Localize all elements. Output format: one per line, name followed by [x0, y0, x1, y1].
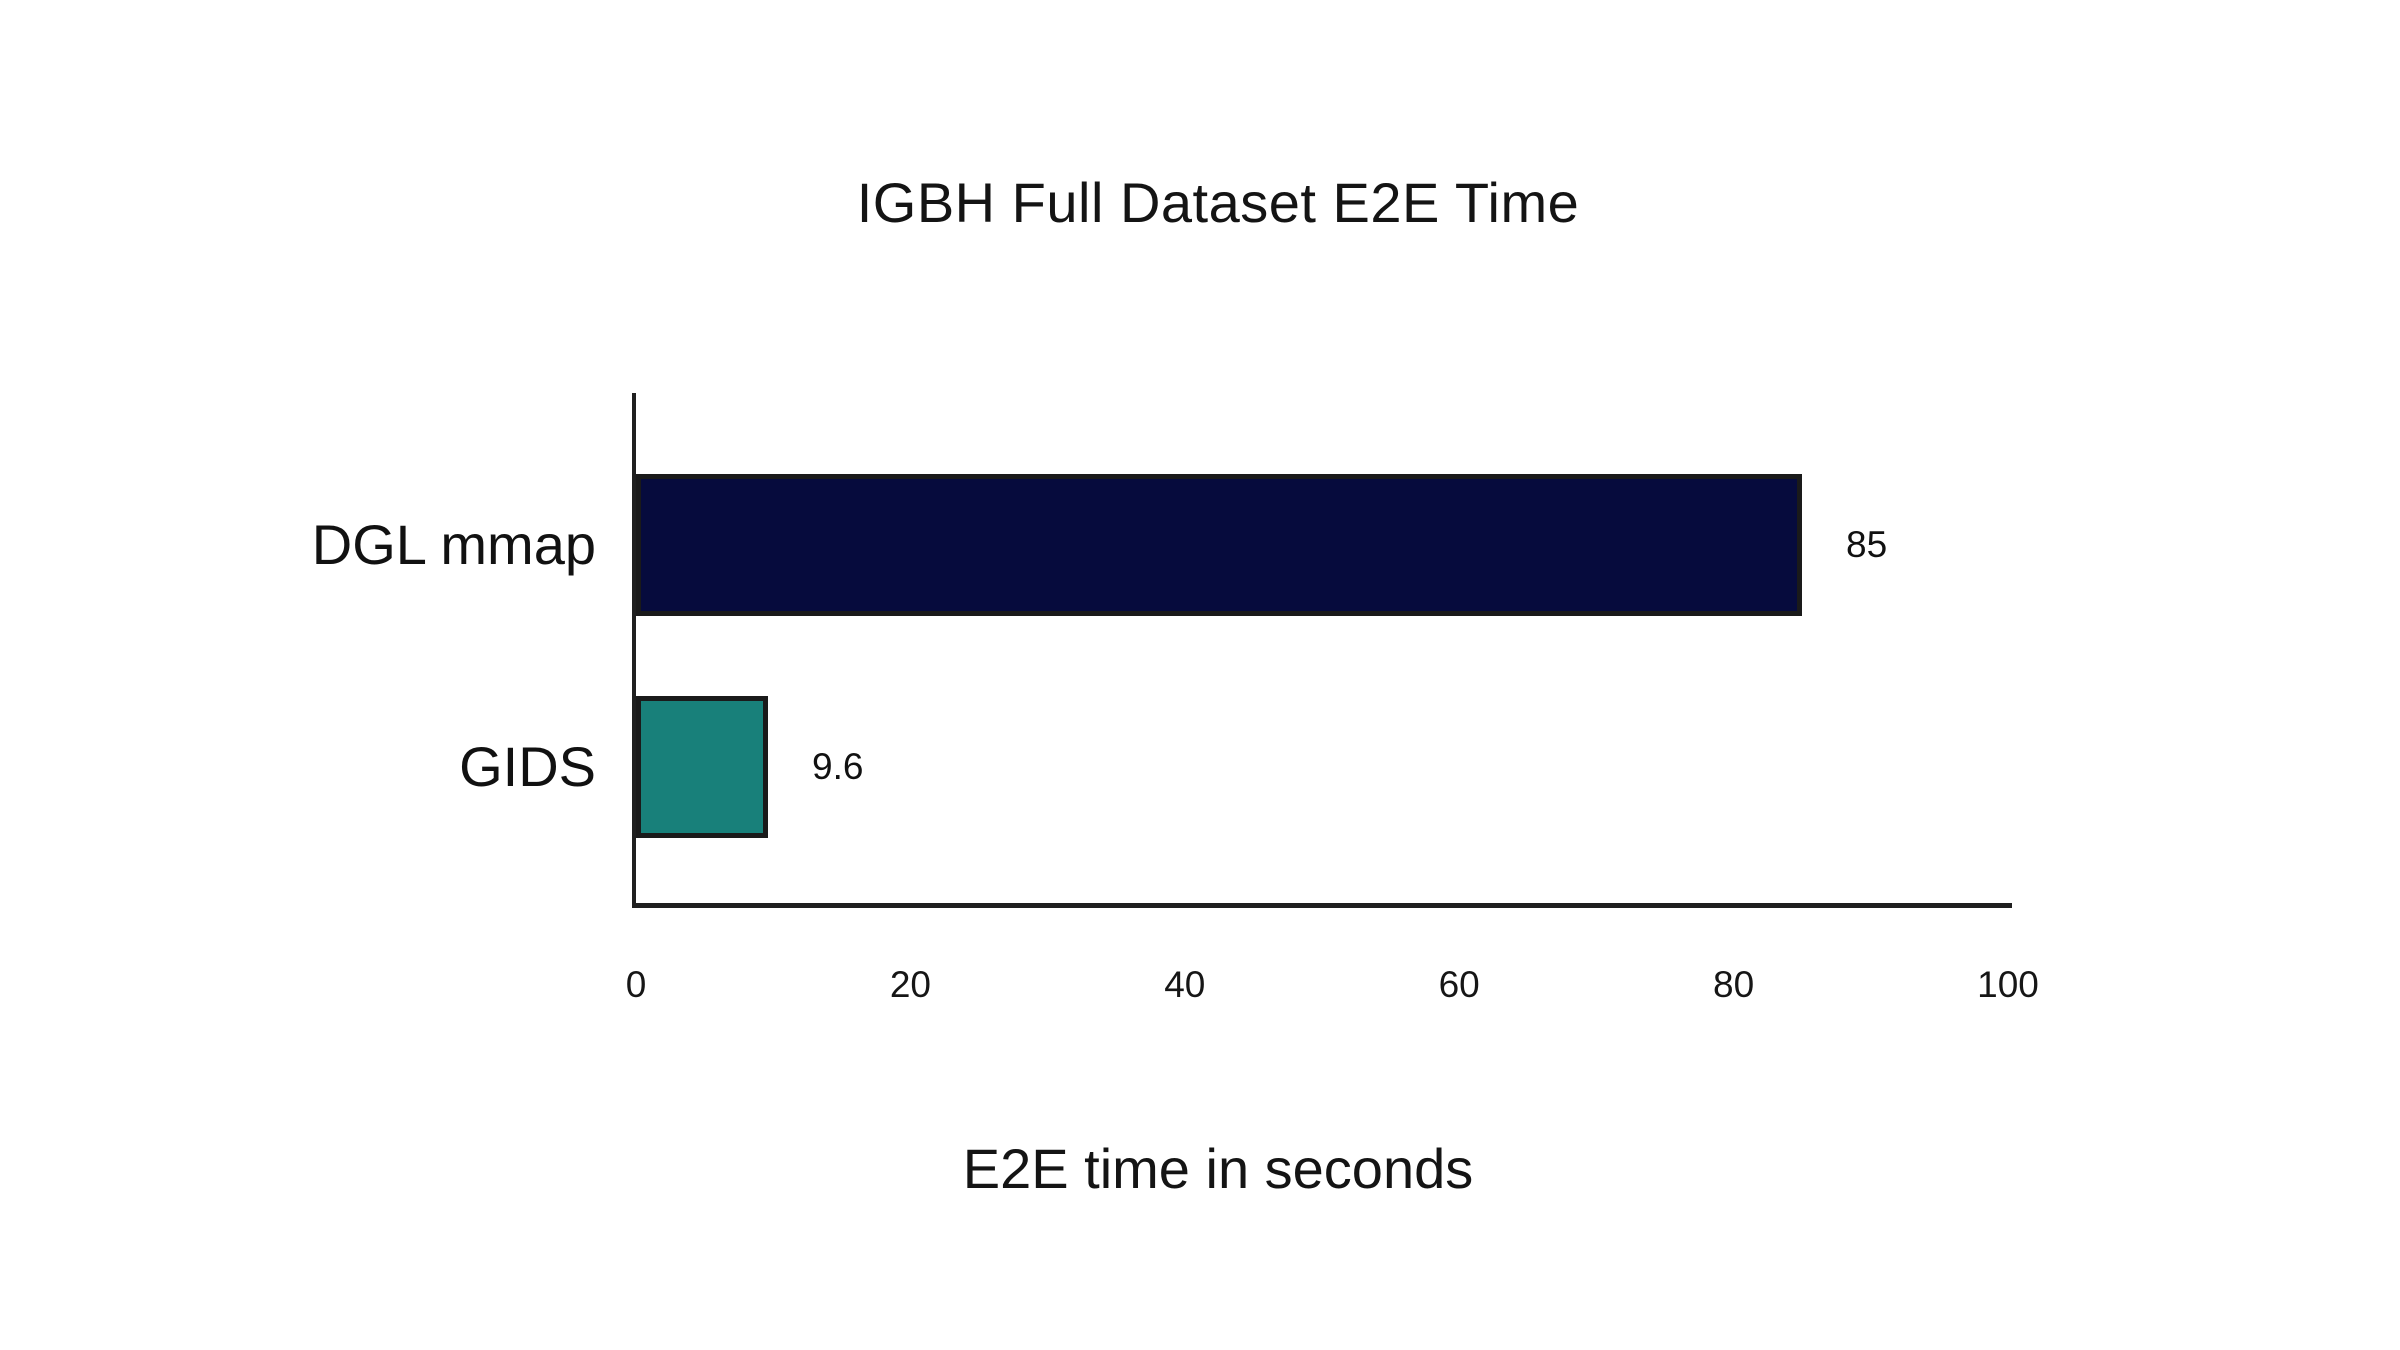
y-axis-line: [632, 393, 636, 908]
bar-dgl-mmap: [636, 474, 1802, 616]
chart-title: IGBH Full Dataset E2E Time: [856, 171, 1580, 234]
x-axis-line: [632, 903, 2012, 908]
x-tick-60: 60: [1438, 964, 1480, 1005]
x-tick-100: 100: [1977, 964, 2039, 1005]
x-tick-20: 20: [889, 964, 931, 1005]
value-label-dgl-mmap: 85: [1846, 524, 1888, 565]
x-tick-0: 0: [625, 964, 647, 1005]
x-axis-title: E2E time in seconds: [962, 1137, 1474, 1200]
x-tick-80: 80: [1713, 964, 1755, 1005]
category-label-gids: GIDS: [459, 735, 596, 798]
value-label-gids: 9.6: [812, 746, 864, 787]
category-label-dgl-mmap: DGL mmap: [311, 513, 596, 576]
bar-gids: [636, 696, 768, 838]
x-tick-40: 40: [1164, 964, 1206, 1005]
plot-area: [636, 393, 2008, 903]
